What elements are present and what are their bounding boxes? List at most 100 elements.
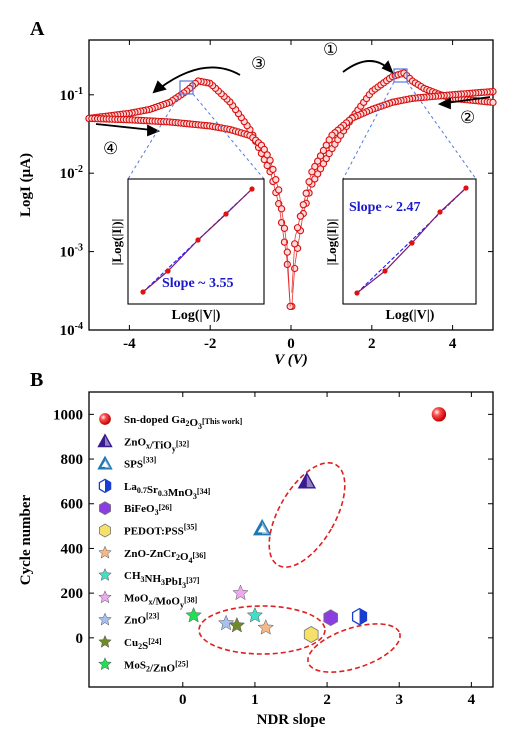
b-y-tick-label: 1000: [53, 407, 83, 423]
b-point-shade: [306, 473, 315, 488]
inset-left: Log(|V|) |Log(|I|)| Slope ~ 3.55: [109, 178, 265, 323]
inset-left-x-axis-title: Log(|V|): [172, 308, 221, 323]
b-point: [228, 616, 246, 633]
a-x-tick-label: 4: [449, 336, 457, 352]
b-legend-label: La0.7Sr0.3MnO3[34]: [124, 481, 211, 501]
b-legend-label: Sn-doped Ga2O3[This work]: [124, 414, 243, 431]
b-legend-marker: [98, 612, 112, 626]
b-legend-marker-fill: [105, 479, 111, 493]
a-x-tick-label: 0: [287, 336, 295, 352]
b-point-fill: [298, 473, 307, 488]
b-legend-label: ZnO-ZnCr2O4[36]: [124, 548, 206, 565]
b-y-tick-label: 800: [61, 452, 84, 468]
inset-right-y-axis-title: |Log(|I|)|: [324, 219, 339, 266]
zoom-box-right: [393, 68, 408, 83]
arrow-1-head: [381, 60, 394, 74]
b-legend-marker: [98, 567, 112, 581]
b-x-tick-label: 3: [395, 692, 403, 708]
iv-point: [280, 224, 289, 232]
b-legend-label: CH3NH3PbI3[37]: [124, 570, 200, 590]
panel-a-x-axis-title: V (V): [274, 352, 307, 368]
inset-right: Log(|V|) |Log(|I|)| Slope ~ 2.47: [324, 178, 477, 323]
b-legend-label: PEDOT:PSS[35]: [124, 523, 197, 538]
arrow-2-path: [445, 96, 491, 104]
b-legend-marker: [98, 657, 112, 671]
b-legend-label: MoOx/MoOy[38]: [124, 592, 198, 609]
iv-point: [277, 205, 286, 213]
iv-point: [299, 201, 307, 209]
panel-b-legend: Sn-doped Ga2O3[This work] ZnOx/TiOy[32] SP…: [97, 413, 243, 674]
iv-point: [269, 165, 277, 174]
cluster-ellipses: [198, 462, 401, 673]
b-point: [232, 584, 249, 601]
b-legend-marker-shade: [105, 434, 112, 447]
a-y-tick-label: 10-3: [60, 243, 83, 261]
b-point: [431, 407, 447, 422]
panel-b-label: B: [30, 369, 43, 391]
b-y-tick-label: 200: [61, 586, 84, 602]
arrow-2-head: [437, 97, 451, 110]
arrow-4-path: [95, 123, 153, 131]
panel-b-y-axis-title: Cycle number: [18, 494, 34, 585]
arrow-label-1: ①: [323, 40, 338, 59]
b-y-tick-label: 0: [76, 631, 84, 647]
zoom-connectors: [127, 81, 477, 180]
b-legend-label: ZnO[23]: [124, 612, 160, 627]
b-legend-marker: [99, 523, 111, 538]
inset-right-x-axis-title: Log(|V|): [386, 308, 435, 323]
b-point: [246, 606, 264, 623]
arrow-3-head: [152, 80, 167, 94]
b-point-fill: [359, 608, 367, 625]
b-legend-marker-fill: [98, 434, 105, 447]
iv-point: [266, 156, 274, 165]
inset-right-slope-label: Slope ~ 2.47: [349, 200, 420, 215]
iv-point: [305, 178, 313, 186]
b-legend-marker: [98, 634, 112, 648]
iv-point: [302, 189, 310, 197]
b-legend-label: MoS2/ZnO[25]: [124, 659, 189, 674]
arrow-label-4: ④: [103, 139, 118, 158]
b-point: [185, 606, 202, 623]
sweep-arrows: [95, 60, 491, 137]
panel-a-y-axis-title: LogI (μA): [18, 153, 34, 217]
b-point: [257, 619, 275, 635]
iv-point: [293, 224, 302, 232]
arrow-3-path: [159, 66, 241, 89]
iv-point: [272, 176, 280, 184]
iv-point: [283, 248, 291, 256]
b-point: [323, 609, 339, 627]
zoom-box-left: [179, 80, 194, 95]
iv-point: [283, 260, 291, 269]
b-legend-marker: [99, 501, 111, 516]
a-x-tick-label: -2: [204, 336, 217, 352]
panel-a-iv-curves: [85, 69, 497, 311]
b-y-tick-label: 400: [61, 541, 84, 557]
a-y-tick-label: 10-1: [60, 86, 83, 104]
cluster-ellipse-right: [307, 623, 401, 673]
arrow-label-2: ②: [460, 108, 475, 127]
panel-b-axis-ticks: 0 1 2 3 4 0 200 400 600 800 1000: [53, 392, 493, 708]
b-legend-marker-hollow: [101, 461, 109, 467]
inset-right-points: [354, 185, 469, 296]
inset-left-y-axis-title: |Log(|I|)|: [109, 219, 124, 266]
b-point: [217, 614, 235, 631]
inset-left-points: [140, 186, 255, 295]
panel-b-points: [185, 407, 447, 643]
cluster-ellipse-upper: [268, 462, 346, 568]
b-point-hollow: [257, 525, 267, 533]
iv-point: [296, 212, 305, 220]
b-legend-label: Cu2S[24]: [124, 637, 162, 652]
panel-b-x-axis-title: NDR slope: [257, 712, 326, 728]
a-x-tick-label: 2: [368, 336, 376, 352]
iv-point: [291, 264, 299, 273]
b-x-tick-label: 1: [251, 692, 259, 708]
b-x-tick-label: 4: [468, 692, 476, 708]
b-x-tick-label: 0: [179, 692, 187, 708]
inset-left-slope-label: Slope ~ 3.55: [162, 276, 233, 291]
b-point: [303, 626, 319, 643]
b-legend-marker: [98, 590, 112, 604]
arrow-label-3: ③: [251, 54, 266, 73]
b-legend-label: SPS[33]: [124, 456, 157, 471]
a-x-tick-label: -4: [123, 336, 136, 352]
